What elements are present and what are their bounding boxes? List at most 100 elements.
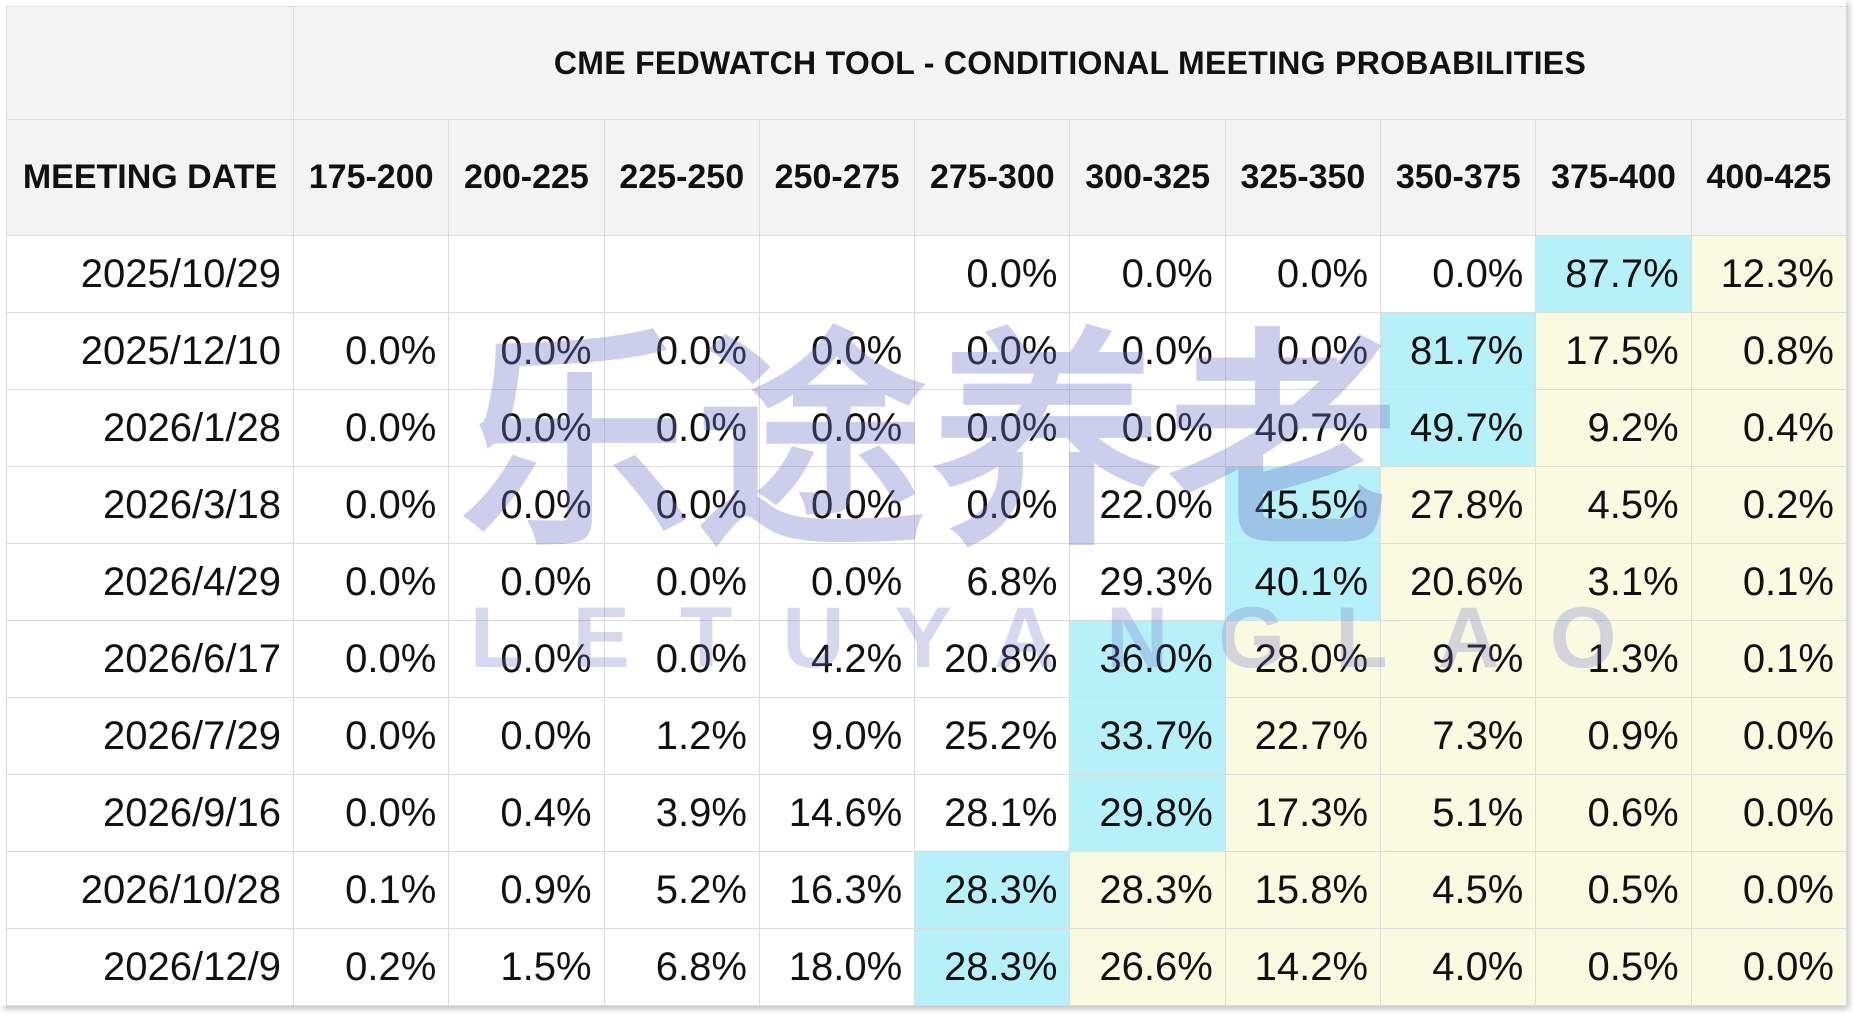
probability-cell: 0.0% bbox=[1380, 235, 1537, 313]
probability-cell: 28.3% bbox=[1069, 851, 1226, 929]
probability-cell: 0.0% bbox=[1690, 928, 1847, 1006]
probability-cell: 15.8% bbox=[1224, 851, 1382, 929]
probability-cell: 40.7% bbox=[1224, 389, 1382, 467]
probability-cell: 28.1% bbox=[914, 774, 1071, 852]
probability-cell: 0.0% bbox=[1069, 235, 1226, 313]
table-row: 2026/3/18 0.0% 0.0% 0.0% 0.0% 0.0% 22.0% 45.5% 2… bbox=[6, 466, 1847, 544]
probability-cell: 5.1% bbox=[1380, 774, 1537, 852]
probability-cell: 45.5% bbox=[1224, 466, 1382, 544]
probability-table: CME FEDWATCH TOOL - CONDITIONAL MEETING … bbox=[6, 6, 1847, 1006]
probability-cell: 25.2% bbox=[914, 697, 1071, 775]
probability-cell: 29.8% bbox=[1069, 774, 1226, 852]
probability-cell: 26.6% bbox=[1069, 928, 1226, 1006]
meeting-date-cell: 2025/10/29 bbox=[6, 235, 294, 313]
corner-cell bbox=[6, 6, 294, 120]
probability-cell: 22.7% bbox=[1224, 697, 1382, 775]
probability-cell: 16.3% bbox=[758, 851, 916, 929]
rate-range-header: 225-250 bbox=[603, 119, 760, 236]
probability-cell: 18.0% bbox=[758, 928, 916, 1006]
probability-cell: 5.2% bbox=[603, 851, 760, 929]
table-row: 2025/10/29 0.0% 0.0% 0.0% 0.0% 87.7% 12.3% bbox=[6, 235, 1847, 313]
probability-cell: 0.0% bbox=[603, 389, 760, 467]
meeting-date-cell: 2026/4/29 bbox=[6, 543, 294, 621]
probability-cell: 0.6% bbox=[1535, 774, 1692, 852]
probability-cell: 0.0% bbox=[603, 620, 760, 698]
table-row: 2026/1/28 0.0% 0.0% 0.0% 0.0% 0.0% 0.0% 40.7% 49… bbox=[6, 389, 1847, 467]
table-row: 2026/6/17 0.0% 0.0% 0.0% 4.2% 20.8% 36.0% 28.0%… bbox=[6, 620, 1847, 698]
probability-cell: 0.0% bbox=[914, 466, 1071, 544]
probability-cell: 0.0% bbox=[758, 543, 916, 621]
probability-cell: 0.1% bbox=[292, 851, 450, 929]
meeting-date-cell: 2026/6/17 bbox=[6, 620, 294, 698]
probability-cell: 0.2% bbox=[292, 928, 450, 1006]
probability-cell: 87.7% bbox=[1535, 235, 1692, 313]
probability-cell: 28.3% bbox=[914, 928, 1071, 1006]
probability-cell: 0.1% bbox=[1690, 543, 1847, 621]
meeting-date-cell: 2026/3/18 bbox=[6, 466, 294, 544]
probability-cell: 0.0% bbox=[603, 543, 760, 621]
rate-range-header: 375-400 bbox=[1535, 119, 1692, 236]
probability-cell: 0.0% bbox=[1069, 389, 1226, 467]
rate-range-header: 325-350 bbox=[1224, 119, 1382, 236]
probability-cell: 0.0% bbox=[1690, 697, 1847, 775]
probability-cell: 9.0% bbox=[758, 697, 916, 775]
probability-cell: 1.2% bbox=[603, 697, 760, 775]
probability-cell: 0.9% bbox=[1535, 697, 1692, 775]
table-row: 2025/12/10 0.0% 0.0% 0.0% 0.0% 0.0% 0.0% 0.0% 81… bbox=[6, 312, 1847, 390]
table-row: 2026/12/9 0.2% 1.5% 6.8% 18.0% 28.3% 26.6% 14.2… bbox=[6, 928, 1847, 1006]
probability-cell: 0.0% bbox=[1069, 312, 1226, 390]
probability-cell: 0.0% bbox=[292, 543, 450, 621]
probability-cell: 4.0% bbox=[1380, 928, 1537, 1006]
probability-cell: 0.0% bbox=[292, 697, 450, 775]
probability-cell: 0.0% bbox=[292, 312, 450, 390]
table-title: CME FEDWATCH TOOL - CONDITIONAL MEETING … bbox=[293, 6, 1847, 120]
rate-range-header: 175-200 bbox=[292, 119, 450, 236]
meeting-date-header: MEETING DATE bbox=[6, 119, 294, 236]
probability-cell: 6.8% bbox=[914, 543, 1071, 621]
probability-cell: 0.8% bbox=[1690, 312, 1847, 390]
probability-cell: 1.3% bbox=[1535, 620, 1692, 698]
probability-cell: 22.0% bbox=[1069, 466, 1226, 544]
probability-cell: 0.0% bbox=[1690, 851, 1847, 929]
probability-cell: 0.5% bbox=[1535, 928, 1692, 1006]
probability-cell: 0.4% bbox=[448, 774, 605, 852]
probability-cell: 0.0% bbox=[603, 466, 760, 544]
probability-cell: 0.0% bbox=[758, 312, 916, 390]
probability-cell: 0.2% bbox=[1690, 466, 1847, 544]
probability-cell: 14.6% bbox=[758, 774, 916, 852]
probability-cell: 33.7% bbox=[1069, 697, 1226, 775]
probability-cell: 9.2% bbox=[1535, 389, 1692, 467]
meeting-date-cell: 2025/12/10 bbox=[6, 312, 294, 390]
probability-cell bbox=[603, 235, 760, 313]
probability-cell: 0.0% bbox=[448, 389, 605, 467]
probability-cell: 0.0% bbox=[758, 466, 916, 544]
rate-range-header: 400-425 bbox=[1690, 119, 1847, 236]
probability-cell: 0.0% bbox=[1224, 312, 1382, 390]
probability-cell: 4.5% bbox=[1380, 851, 1537, 929]
probability-cell: 0.0% bbox=[914, 389, 1071, 467]
meeting-date-cell: 2026/12/9 bbox=[6, 928, 294, 1006]
probability-cell: 4.2% bbox=[758, 620, 916, 698]
probability-cell: 17.3% bbox=[1224, 774, 1382, 852]
probability-cell: 6.8% bbox=[603, 928, 760, 1006]
probability-cell: 9.7% bbox=[1380, 620, 1537, 698]
rate-range-header: 350-375 bbox=[1380, 119, 1537, 236]
probability-cell: 0.0% bbox=[914, 235, 1071, 313]
probability-cell: 20.6% bbox=[1380, 543, 1537, 621]
probability-cell: 0.0% bbox=[448, 697, 605, 775]
probability-cell: 28.0% bbox=[1224, 620, 1382, 698]
probability-cell: 29.3% bbox=[1069, 543, 1226, 621]
rate-range-header: 200-225 bbox=[448, 119, 605, 236]
probability-cell: 4.5% bbox=[1535, 466, 1692, 544]
probability-cell: 7.3% bbox=[1380, 697, 1537, 775]
table-row: 2026/4/29 0.0% 0.0% 0.0% 0.0% 6.8% 29.3% 40.1% 2… bbox=[6, 543, 1847, 621]
probability-cell: 0.0% bbox=[292, 389, 450, 467]
probability-cell: 27.8% bbox=[1380, 466, 1537, 544]
probability-cell bbox=[448, 235, 605, 313]
meeting-date-cell: 2026/10/28 bbox=[6, 851, 294, 929]
probability-cell: 3.9% bbox=[603, 774, 760, 852]
probability-cell: 0.0% bbox=[448, 466, 605, 544]
probability-cell: 0.0% bbox=[448, 312, 605, 390]
probability-cell: 20.8% bbox=[914, 620, 1071, 698]
table-row: 2026/10/28 0.1% 0.9% 5.2% 16.3% 28.3% 28.3% 15.… bbox=[6, 851, 1847, 929]
